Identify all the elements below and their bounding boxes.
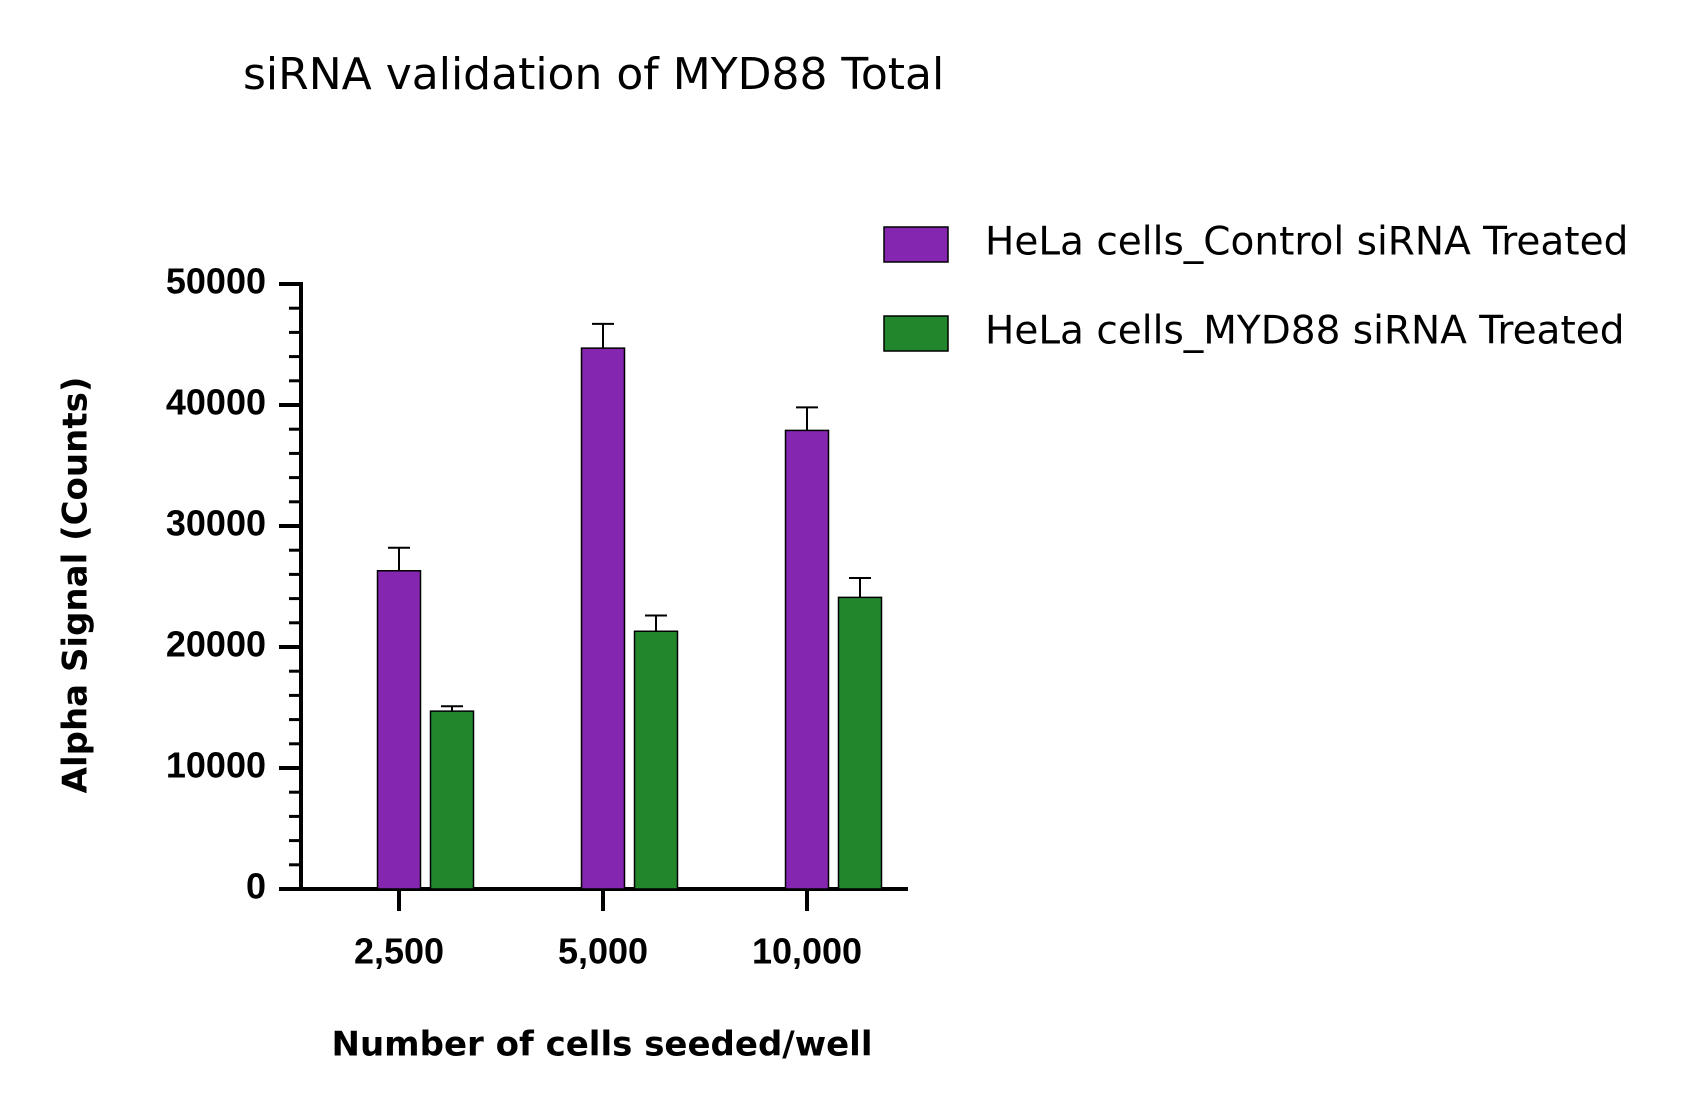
- y-tick-label: 0: [246, 866, 266, 907]
- y-tick-label: 40000: [166, 382, 266, 423]
- bar: [376, 570, 422, 890]
- bar: [784, 429, 830, 890]
- x-tick-label: 2,500: [354, 931, 444, 972]
- y-axis-title: Alpha Signal (Counts): [56, 377, 96, 794]
- x-tick-label: 5,000: [558, 931, 648, 972]
- chart-title: siRNA validation of MYD88 Total: [243, 49, 944, 100]
- y-tick-label: 30000: [166, 503, 266, 544]
- bar: [837, 596, 883, 890]
- x-tick-label: 10,000: [752, 931, 862, 972]
- y-tick-label: 10000: [166, 745, 266, 786]
- x-axis-title: Number of cells seeded/well: [332, 1025, 873, 1065]
- legend-label: HeLa cells_Control siRNA Treated: [985, 220, 1628, 265]
- bar: [580, 347, 626, 890]
- y-tick-label: 50000: [166, 261, 266, 302]
- legend-swatch: [883, 226, 949, 263]
- legend-swatch: [883, 315, 949, 352]
- bar: [633, 630, 679, 890]
- legend-label: HeLa cells_MYD88 siRNA Treated: [985, 309, 1625, 354]
- y-tick-label: 20000: [166, 624, 266, 665]
- bar: [429, 710, 475, 890]
